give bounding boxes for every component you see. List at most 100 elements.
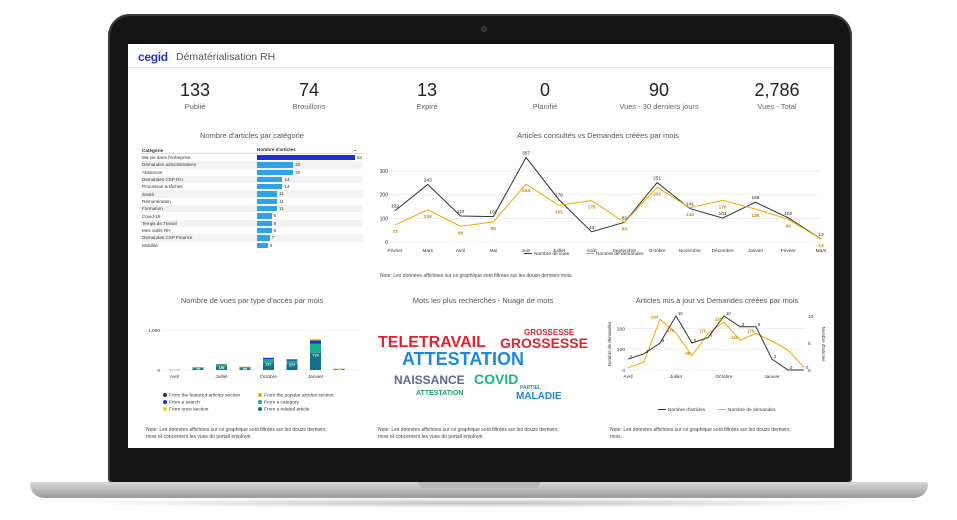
table-row[interactable]: Mobilité 6 xyxy=(141,242,363,249)
legend-dot-popular xyxy=(258,393,262,397)
category-cell: Ma vie dans l'entreprise xyxy=(142,155,191,161)
data-label: 68 xyxy=(685,351,690,356)
bar-value-label: 30 xyxy=(337,368,341,372)
cloud-word-covid[interactable]: COVID xyxy=(474,371,519,387)
table-row[interactable]: Demandes administratives 20 xyxy=(141,161,363,169)
category-cell: Covid-19 xyxy=(142,213,161,219)
cloud-panel-note-line2: mois et concernent les vues du portail e… xyxy=(378,434,484,440)
table-row[interactable]: Absences 20 xyxy=(141,169,363,176)
data-label: 3 xyxy=(646,349,649,354)
column-header-count[interactable]: Nombre d'articles ⌄ xyxy=(257,147,363,153)
stack-segment xyxy=(286,360,298,364)
category-cell: Demandes CSP RH xyxy=(142,177,183,183)
category-bar xyxy=(257,191,277,197)
data-label: 175 xyxy=(699,329,707,334)
table-row[interactable]: Demandes CSP Finance 7 xyxy=(141,234,363,242)
data-label: 231 xyxy=(653,191,661,197)
cloud-word-maladie[interactable]: MALADIE xyxy=(516,391,562,402)
categories-table: Catégorie Nombre d'articles ⌄ Ma vie dans… xyxy=(141,147,363,249)
x-tick-label: Juillet xyxy=(553,248,566,254)
table-row[interactable]: Formation 11 xyxy=(141,205,363,213)
category-cell: Demandes CSP Finance xyxy=(142,235,193,241)
table-row[interactable]: Demandes CSP RH 14 xyxy=(141,175,363,184)
cloud-word-grossesse[interactable]: GROSSESSE xyxy=(500,335,588,351)
legend-popular[interactable]: From the popular articles section xyxy=(258,393,334,398)
legend-articles[interactable]: Nombre d'articles xyxy=(658,408,705,413)
legend-category[interactable]: From a category xyxy=(258,400,299,405)
legend-once-section[interactable]: From once section xyxy=(163,407,208,412)
x-tick-label: Février xyxy=(388,248,403,254)
count-cell: 20 xyxy=(257,169,363,176)
cloud-word-attestation-small[interactable]: ATTESTATION xyxy=(416,390,464,397)
data-label: 176 xyxy=(719,204,727,210)
count-cell: 11 xyxy=(257,198,363,205)
table-row[interactable]: Rémunération 11 xyxy=(141,198,363,205)
data-label: 101 xyxy=(719,211,727,217)
cegid-logo[interactable]: cegid xyxy=(138,50,168,64)
updates-panel-note-line2: mois. xyxy=(610,434,622,440)
legend-dot-search xyxy=(163,400,167,404)
data-label: 43 xyxy=(589,225,595,231)
legend-related-label: From a related article xyxy=(264,407,310,413)
legend-related[interactable]: From a related article xyxy=(258,407,309,412)
category-bar xyxy=(257,227,272,234)
x-tick-label: Mars xyxy=(422,248,433,254)
sort-chevron-icon[interactable]: ⌄ xyxy=(353,147,357,152)
y-tick-label: 100 xyxy=(380,216,389,222)
data-label: 175 xyxy=(588,205,596,211)
data-label: 357 xyxy=(522,150,530,156)
bar-value-label: 779 xyxy=(312,353,318,357)
table-row[interactable]: Processus & tâches 14 xyxy=(141,183,363,190)
data-label: 83 xyxy=(622,226,628,232)
cloud-word-grossesse-small[interactable]: GROSSESSE xyxy=(524,328,575,337)
legend-search-label: From a search xyxy=(169,400,200,406)
legend-upd-requests[interactable]: Nombre de demandes xyxy=(718,408,775,413)
category-cell: Rémunération xyxy=(142,198,171,204)
category-bar-value: 14 xyxy=(284,176,290,182)
legend-views[interactable]: Nombre de vues xyxy=(524,252,569,257)
data-label: 179 xyxy=(555,193,563,199)
category-bar xyxy=(257,220,272,226)
y-tick-label: 0 xyxy=(622,368,625,374)
table-row[interactable]: Santé 11 xyxy=(141,190,363,198)
table-row[interactable]: Mes outils RH 8 xyxy=(141,227,363,234)
data-label: 13 xyxy=(818,243,824,249)
category-cell: Mes outils RH xyxy=(142,228,171,234)
cloud-word-naissance[interactable]: NAISSANCE xyxy=(394,373,465,387)
stack-segment xyxy=(192,367,204,368)
stack-segment xyxy=(263,363,274,370)
table-header: Catégorie Nombre d'articles ⌄ xyxy=(141,147,363,154)
table-row[interactable]: Temps de Travail 8 xyxy=(141,219,363,227)
cloud-word-partiel[interactable]: PARTIEL xyxy=(520,385,542,391)
data-label: 96 xyxy=(786,223,792,229)
data-label: 85 xyxy=(491,226,497,232)
y2-tick-label: 10 xyxy=(808,314,814,320)
column-header-category[interactable]: Catégorie xyxy=(142,147,164,153)
stack-segment xyxy=(263,357,274,358)
legend-requests[interactable]: Nombre de demandes xyxy=(586,252,643,257)
column-header-count-label: Nombre d'articles xyxy=(257,147,296,152)
cloud-word-attestation[interactable]: ATTESTATION xyxy=(402,349,524,369)
app-header: cegid Dématérialisation RH xyxy=(128,44,834,68)
stack-segment xyxy=(286,363,298,370)
category-bar xyxy=(257,169,294,175)
kpi-value: 90 xyxy=(648,80,670,100)
cloud-word-teletravail[interactable]: TELETRAVAIL xyxy=(378,334,486,351)
category-bar xyxy=(257,206,277,212)
category-bar-value: 20 xyxy=(295,162,301,168)
category-bar-value: 54 xyxy=(357,155,363,160)
legend-featured[interactable]: From the featured articles section xyxy=(163,393,240,398)
category-bar xyxy=(257,184,283,190)
table-row[interactable]: Covid-19 8 xyxy=(141,212,363,219)
table-row[interactable]: Ma vie dans l'entreprise 54 xyxy=(141,154,363,161)
series-line-views xyxy=(394,156,822,240)
legend-search[interactable]: From a search xyxy=(163,400,200,405)
data-label: 176 xyxy=(747,328,755,333)
bar-value-label: 156 xyxy=(218,366,224,370)
cloud-panel-note: Note: Les données affichées sur ce graph… xyxy=(378,427,600,441)
data-label: 136 xyxy=(424,214,432,220)
data-label: 139 xyxy=(751,213,759,219)
y-tick-label: 300 xyxy=(380,169,389,175)
legend-articles-label: Nombre d'articles xyxy=(668,408,706,413)
